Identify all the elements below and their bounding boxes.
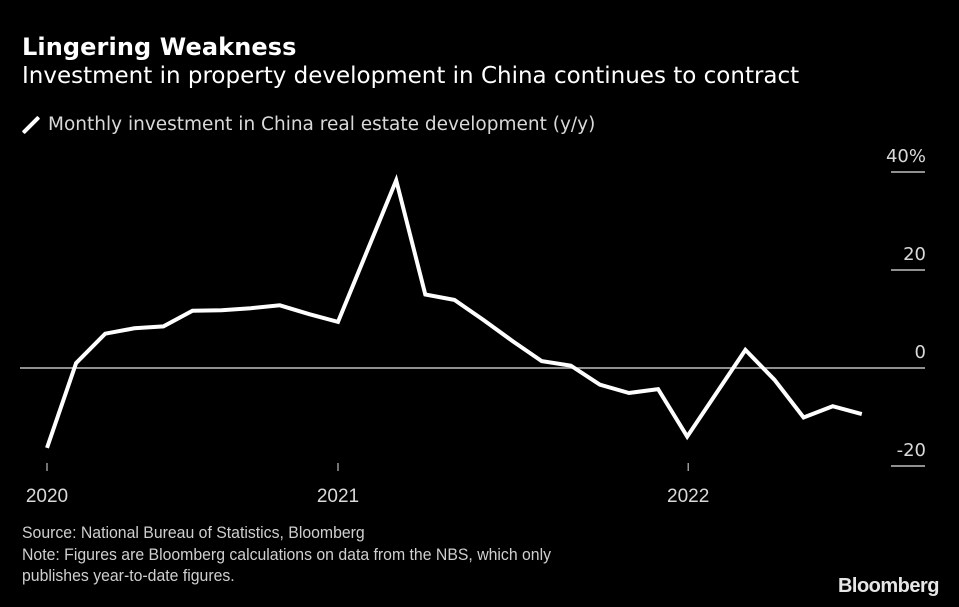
legend-label: Monthly investment in China real estate …	[48, 114, 596, 135]
y-tick-label: 0	[915, 342, 926, 363]
series-group	[45, 173, 863, 449]
x-tick-label: 2020	[26, 486, 68, 507]
x-tick-label: 2022	[667, 486, 709, 507]
x-tick-label: 2021	[317, 486, 359, 507]
footer: Source: National Bureau of Statistics, B…	[22, 522, 551, 587]
methodology-note-line1: Note: Figures are Bloomberg calculations…	[22, 544, 552, 564]
y-tick-label: 40%	[886, 146, 926, 167]
y-axis: 40% 20 0 -20	[20, 146, 926, 467]
x-axis: 2020 2021 2022	[26, 463, 709, 507]
bloomberg-logo: Bloomberg	[837, 575, 940, 597]
chart-subtitle: Investment in property development in Ch…	[22, 63, 800, 89]
y-tick-label: 20	[903, 244, 926, 265]
legend: Monthly investment in China real estate …	[22, 114, 595, 135]
series-line	[45, 173, 863, 449]
y-tick-label: -20	[897, 440, 926, 461]
source-note: Source: National Bureau of Statistics, B…	[22, 523, 365, 542]
methodology-note-line2: publishes year-to-date figures.	[22, 566, 235, 585]
chart-title: Lingering Weakness	[22, 33, 297, 61]
